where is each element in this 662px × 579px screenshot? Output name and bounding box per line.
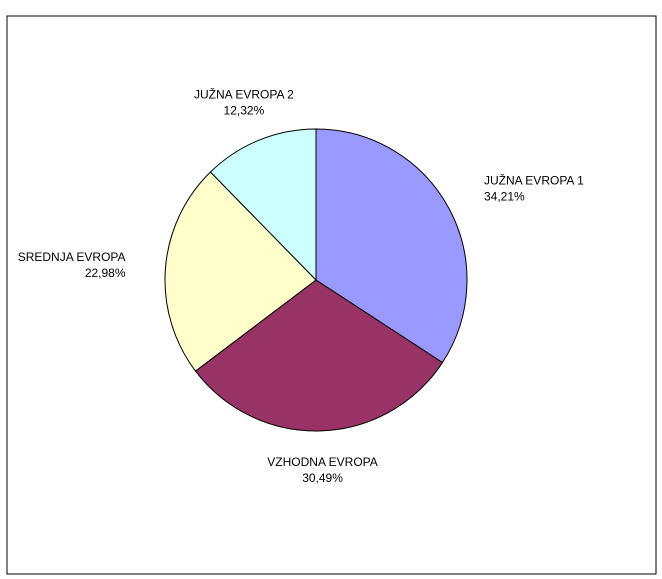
pie-slice bbox=[209, 128, 317, 282]
slice-value-label: 22,98% bbox=[85, 266, 126, 280]
slice-label: VZHODNA EVROPA bbox=[267, 455, 377, 469]
slice-label: SREDNJA EVROPA bbox=[18, 250, 126, 264]
slice-label: JUŽNA EVROPA 2 bbox=[194, 86, 294, 101]
slice-value-label: 12,32% bbox=[224, 103, 265, 117]
slice-value-label: 34,21% bbox=[484, 189, 525, 203]
pie-slice bbox=[164, 171, 317, 372]
pie-slice bbox=[194, 279, 444, 432]
slice-label: JUŽNA EVROPA 1 bbox=[484, 172, 584, 187]
slice-value-label: 30,49% bbox=[302, 471, 343, 485]
